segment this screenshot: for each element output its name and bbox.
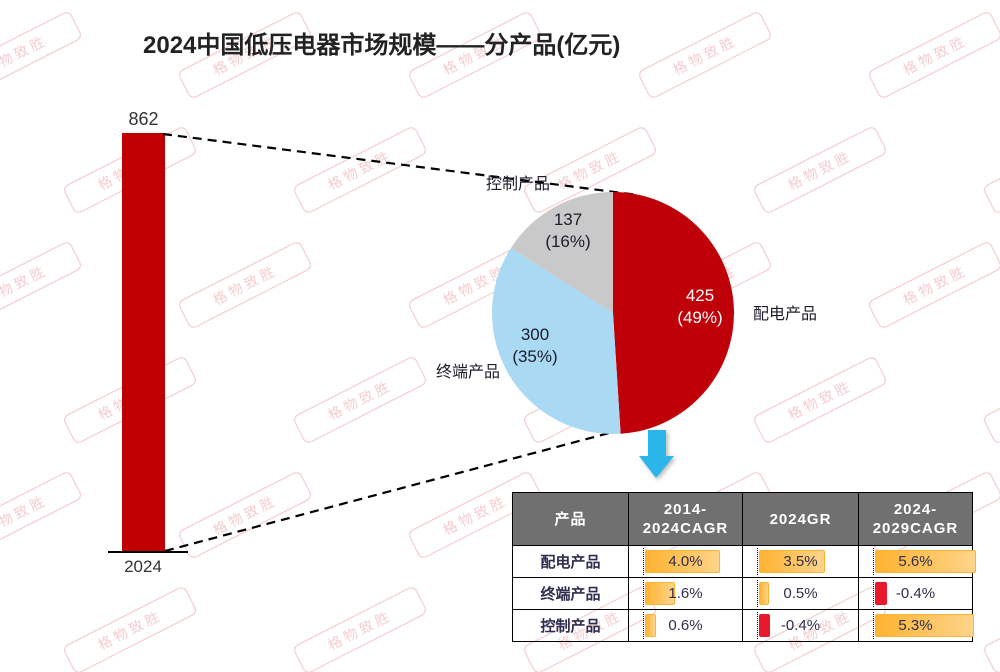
svg-text:配电产品: 配电产品 (753, 305, 817, 323)
svg-text:(16%): (16%) (545, 232, 590, 251)
svg-text:(35%): (35%) (512, 347, 557, 366)
svg-text:控制产品: 控制产品 (486, 175, 550, 193)
svg-text:425: 425 (686, 286, 714, 305)
svg-text:终端产品: 终端产品 (436, 363, 500, 381)
svg-text:(49%): (49%) (677, 308, 722, 327)
svg-text:137: 137 (554, 210, 582, 229)
svg-text:300: 300 (521, 325, 549, 344)
